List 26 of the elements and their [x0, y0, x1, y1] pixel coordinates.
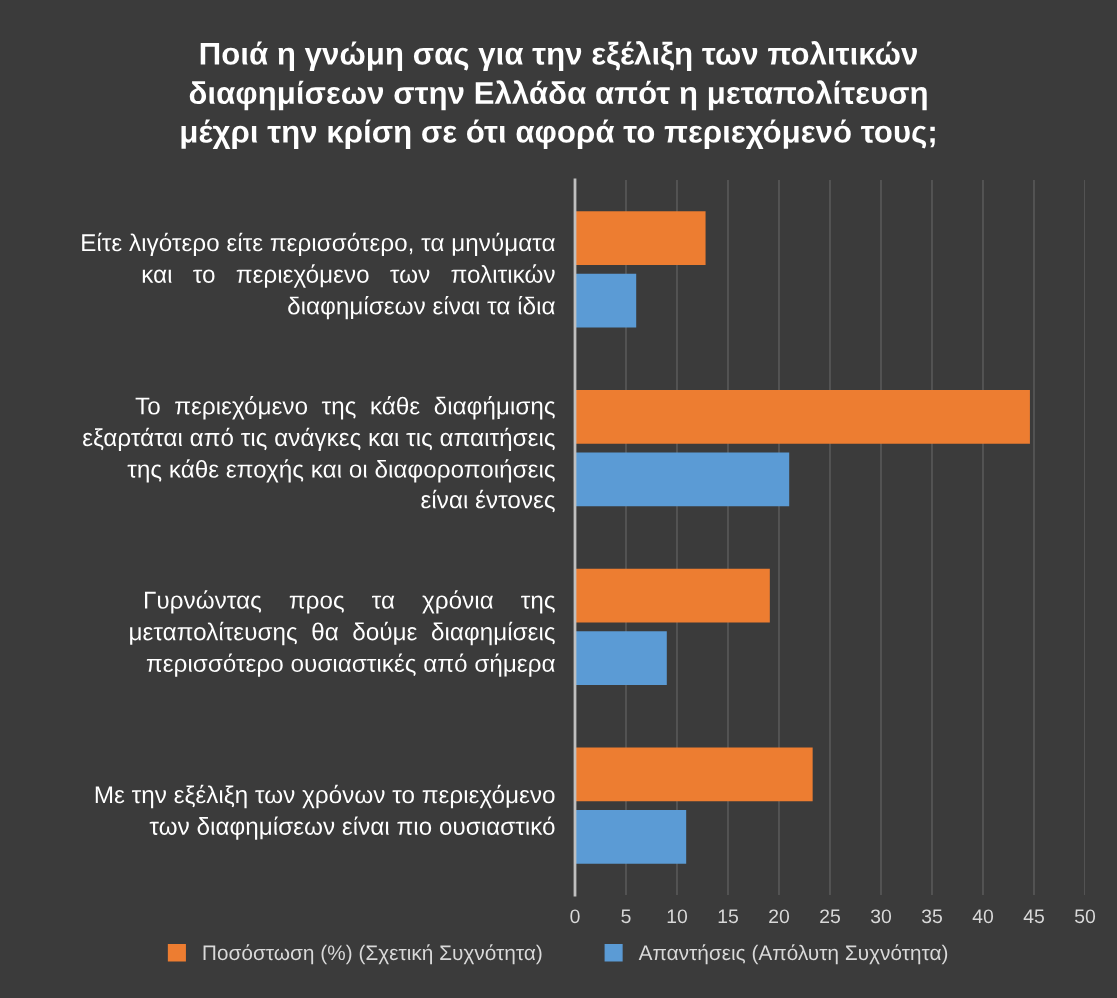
- y-tick-label: Με την εξέλιξη των χρόνων το περιεχόμενο των διαφημίσεων είναι πιο ουσιαστικό: [95, 784, 555, 840]
- bar: [575, 568, 770, 623]
- y-tick-label: Γυρνώντας προς τα χρόνια της μεταπολίτευσης θα δούμε διαφημίσεις περισσότερο ουσιαστικές από σήμερα: [130, 590, 555, 677]
- x-tick-label: 20: [769, 909, 790, 924]
- x-tick-label: 15: [718, 909, 738, 924]
- chart-title: Ποιά η γνώμη σας για την εξέλιξη των πολιτικών διαφημίσεων στην Ελλάδα απότ η μεταπολίτευση μέχρι την κρίση σε ότι αφορά το περιεχόμενό τους;: [181, 41, 935, 149]
- y-tick-label: Το περιεχόμενο της κάθε διαφήμισης εξαρτάται από τις ανάγκες και τις απαιτήσεις της κάθε εποχής και οι διαφοροποιήσεις είναι έντονες: [83, 396, 555, 513]
- x-tick-label: 25: [820, 909, 840, 924]
- legend-label: Ποσόστωση (%) (Σχετική Συχνότητα): [203, 944, 542, 965]
- x-tick-label: 40: [972, 909, 994, 924]
- x-tick-label: 5: [621, 909, 631, 924]
- bar: [575, 211, 706, 265]
- bar: [575, 273, 637, 328]
- x-tick-label: 35: [921, 909, 942, 924]
- bar: [575, 747, 813, 802]
- x-tick-label: 30: [870, 909, 892, 924]
- y-tick-label: Είτε λιγότερο είτε περισσότερο, τα μηνύματα και το περιεχόμενο των πολιτικών διαφημίσεων είναι τα ίδια: [82, 232, 555, 320]
- bar: [575, 452, 790, 507]
- x-tick-label: 50: [1074, 909, 1096, 924]
- x-tick-label: 0: [570, 909, 580, 924]
- bar: [575, 810, 687, 864]
- bar: [575, 390, 1030, 444]
- x-tick-label: 10: [667, 909, 688, 924]
- legend-label: Απαντήσεις (Απόλυτη Συχνότητα): [638, 944, 948, 965]
- bar: [575, 631, 667, 685]
- x-tick-label: 45: [1023, 909, 1044, 924]
